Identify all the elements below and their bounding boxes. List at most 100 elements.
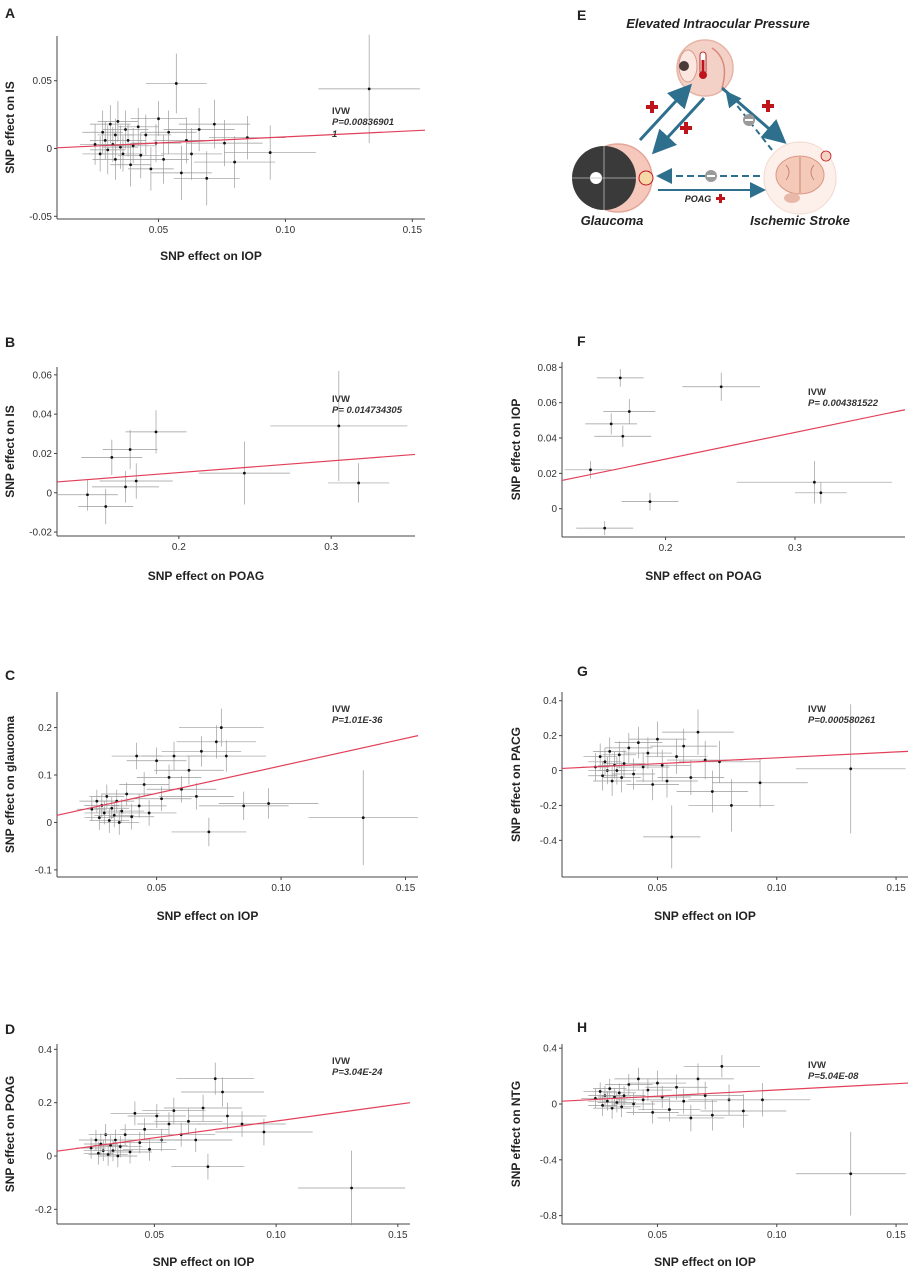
data-point [597, 1087, 632, 1107]
data-point [186, 120, 263, 167]
data-point [117, 107, 159, 146]
point-marker [148, 1147, 151, 1151]
data-point [142, 1097, 206, 1124]
point-marker [138, 1141, 142, 1145]
data-point [638, 1097, 701, 1122]
point-marker [130, 815, 134, 819]
data-point [88, 1143, 128, 1166]
y-axis-title: SNP effect on IS [3, 405, 17, 497]
panel-letter-b: B [5, 334, 15, 350]
point-marker [598, 755, 602, 758]
point-marker [367, 87, 371, 91]
data-point [176, 1062, 255, 1095]
data-point [624, 1078, 672, 1102]
point-marker [147, 811, 151, 815]
y-tick-label: 0.4 [543, 696, 557, 707]
point-marker [812, 480, 816, 484]
point-marker [226, 1114, 229, 1118]
point-marker [157, 117, 160, 121]
x-tick-label: 0.15 [388, 1230, 408, 1241]
x-tick-label: 0.15 [886, 1230, 906, 1241]
data-point [593, 766, 632, 796]
causal-diagram: E Elevated Intraocular Pressure Glaucoma [572, 7, 850, 228]
node-glaucoma-label: Glaucoma [581, 213, 644, 228]
point-marker [139, 153, 143, 157]
point-marker [601, 774, 604, 778]
point-marker [167, 130, 171, 134]
point-marker [233, 160, 237, 164]
data-point [624, 737, 672, 769]
y-tick-label: 0.04 [538, 434, 558, 445]
data-point [576, 521, 634, 536]
data-point [178, 708, 264, 747]
point-marker [187, 768, 191, 772]
point-marker [357, 481, 361, 485]
point-marker [201, 1106, 205, 1110]
data-point [270, 370, 408, 481]
point-marker [608, 749, 612, 753]
y-tick-label: -0.2 [540, 801, 558, 812]
point-marker [627, 746, 631, 750]
data-point [596, 369, 644, 387]
data-point [794, 482, 847, 504]
point-marker [110, 806, 114, 810]
data-point [128, 147, 174, 191]
arrow-iop-to-glaucoma [651, 96, 706, 155]
method-label: IVW [808, 704, 826, 715]
point-marker [107, 819, 111, 822]
point-marker [119, 145, 122, 149]
x-tick-label: 0.05 [147, 883, 167, 894]
ivw-regression-line [561, 750, 909, 770]
point-marker [603, 526, 607, 530]
data-point [99, 810, 140, 835]
y-axis-title: SNP effect on NTG [509, 1081, 523, 1187]
p-value-label: P=5.04E-08 [808, 1071, 859, 1082]
data-point [612, 1092, 656, 1116]
data-point [308, 770, 418, 866]
data-point [161, 128, 222, 180]
point-marker [103, 138, 107, 142]
data-point [154, 756, 224, 785]
point-marker [102, 811, 106, 815]
x-axis-title: SNP effect on IOP [160, 249, 262, 263]
y-tick-label: 0.08 [538, 363, 558, 374]
point-marker [675, 1085, 678, 1089]
data-point [662, 1063, 734, 1095]
data-point [795, 1131, 906, 1216]
data-point [795, 704, 906, 834]
eye-illustration [676, 39, 734, 97]
data-point [171, 1153, 245, 1180]
data-point [102, 136, 144, 172]
point-marker [200, 749, 203, 753]
point-marker [174, 82, 178, 85]
data-point [137, 1112, 201, 1136]
data-point [593, 1078, 627, 1099]
point-marker [155, 759, 158, 763]
data-point [688, 779, 775, 832]
data-point [616, 1089, 670, 1111]
data-point [626, 1101, 679, 1124]
point-marker [632, 1102, 635, 1106]
y-tick-label: 0.02 [33, 449, 53, 460]
point-marker [605, 1099, 609, 1103]
point-marker [110, 455, 114, 459]
diagram-title: Elevated Intraocular Pressure [626, 16, 810, 31]
y-tick-label: 0 [551, 766, 557, 777]
data-point [130, 101, 187, 137]
point-marker [97, 816, 101, 820]
point-marker [670, 835, 674, 839]
point-marker [131, 144, 135, 148]
method-label: IVW [332, 394, 350, 405]
data-point [98, 1136, 143, 1158]
x-axis-title: SNP effect on IOP [654, 909, 756, 923]
data-point [604, 1074, 653, 1095]
glaucoma-illustration [572, 143, 654, 213]
x-axis-title: SNP effect on POAG [645, 569, 761, 583]
point-marker [124, 128, 127, 131]
point-marker [167, 1122, 171, 1126]
data-point [89, 125, 126, 175]
point-marker [112, 813, 116, 817]
point-marker [648, 500, 652, 504]
point-marker [262, 1130, 266, 1134]
